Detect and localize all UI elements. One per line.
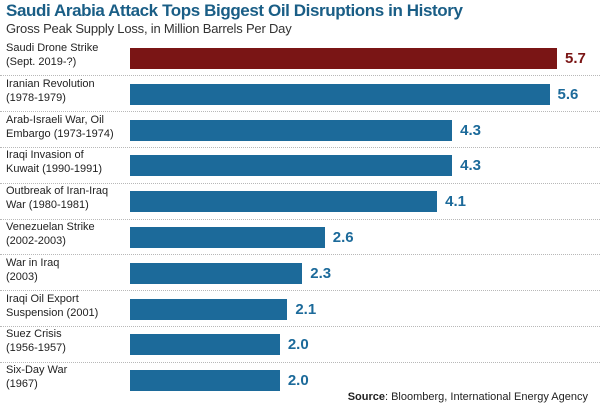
source-label: Source	[347, 391, 385, 403]
chart-title: Saudi Arabia Attack Tops Biggest Oil Dis…	[6, 1, 463, 20]
category-label: Arab-Israeli War, Oil Embargo (1973-1974)	[6, 113, 128, 141]
category-label-line: (1978-1979)	[6, 91, 66, 104]
category-label-line: (2002-2003)	[6, 235, 66, 247]
value-label: 5.7	[565, 50, 586, 67]
category-label: Venezuelan Strike (2002-2003)	[6, 220, 128, 248]
row-divider	[0, 146, 600, 148]
value-label: 2.6	[332, 229, 354, 246]
row-divider	[0, 182, 600, 184]
category-label: War in Iraq (2003)	[6, 256, 128, 284]
category-label-line: Embargo (1973-1974)	[6, 127, 114, 140]
value-label: 4.3	[460, 121, 481, 139]
row-divider	[0, 361, 600, 363]
value-label: 5.6	[557, 85, 579, 103]
value-label: 2.3	[310, 264, 332, 282]
category-label-line: Suspension (2001)	[6, 306, 99, 319]
category-label-line: Suez Crisis	[6, 328, 62, 341]
value-label: 4.3	[460, 157, 481, 175]
source-note: Source: Bloomberg, International Energy …	[348, 391, 588, 403]
row-divider	[0, 75, 600, 77]
bar-row: Venezuelan Strike (2002-2003) 2.6	[0, 219, 600, 255]
chart-subtitle: Gross Peak Supply Loss, in Million Barre…	[6, 21, 292, 36]
category-label: Outbreak of Iran-Iraq War (1980-1981)	[6, 184, 128, 212]
category-label-line: Iraqi Invasion of	[6, 149, 84, 162]
category-label-line: Iranian Revolution	[6, 77, 95, 90]
category-label-line: (Sept. 2019-?)	[6, 56, 77, 68]
category-label-line: (1967)	[6, 378, 38, 391]
row-divider	[0, 325, 600, 327]
bar-row: Saudi Drone Strike (Sept. 2019-?) 5.7	[0, 40, 600, 76]
bar-row: Suez Crisis (1956-1957) 2.0	[0, 326, 600, 362]
bar	[130, 298, 288, 320]
bar	[130, 119, 453, 141]
value-label: 4.1	[445, 193, 466, 211]
bar	[130, 334, 280, 356]
bar	[130, 48, 557, 69]
category-label: Saudi Drone Strike (Sept. 2019-?)	[6, 41, 128, 69]
category-label-line: Saudi Drone Strike	[6, 42, 99, 54]
bar	[130, 155, 453, 177]
source-text: : Bloomberg, International Energy Agency	[384, 391, 588, 403]
category-label: Iraqi Invasion of Kuwait (1990-1991)	[6, 148, 128, 176]
category-label-line: Kuwait (1990-1991)	[6, 163, 103, 176]
category-label-line: War in Iraq	[6, 256, 60, 269]
category-label: Suez Crisis (1956-1957)	[6, 327, 128, 355]
category-label: Iranian Revolution (1978-1979)	[6, 77, 128, 105]
row-divider	[0, 111, 600, 113]
value-label: 2.1	[295, 300, 317, 318]
category-label-line: (2003)	[6, 270, 38, 283]
category-label-line: Outbreak of Iran-Iraq	[6, 185, 109, 198]
row-divider	[0, 290, 600, 292]
category-label-line: (1956-1957)	[6, 342, 66, 355]
value-label: 2.0	[287, 336, 309, 354]
category-label-line: Six-Day War	[6, 364, 68, 377]
bar-row: Outbreak of Iran-Iraq War (1980-1981) 4.1	[0, 183, 600, 219]
bar	[130, 227, 325, 248]
bar-row: War in Iraq (2003) 2.3	[0, 255, 600, 291]
category-label-line: Arab-Israeli War, Oil	[6, 113, 105, 126]
category-label-line: Iraqi Oil Export	[6, 292, 79, 305]
bar-row: Arab-Israeli War, Oil Embargo (1973-1974)…	[0, 112, 600, 148]
row-divider	[0, 254, 600, 256]
bar	[130, 370, 280, 392]
category-label: Six-Day War (1967)	[6, 363, 128, 391]
bar	[130, 191, 438, 213]
category-label: Iraqi Oil Export Suspension (2001)	[6, 292, 128, 320]
bar-row: Six-Day War (1967) 2.0	[0, 362, 600, 398]
category-label-line: War (1980-1981)	[6, 199, 89, 212]
value-label: 2.0	[287, 372, 309, 390]
row-divider	[0, 218, 600, 220]
bar-row: Iranian Revolution (1978-1979) 5.6	[0, 76, 600, 112]
bar	[130, 83, 550, 105]
bar	[130, 262, 303, 284]
bar-row: Iraqi Oil Export Suspension (2001) 2.1	[0, 291, 600, 327]
bar-row: Iraqi Invasion of Kuwait (1990-1991) 4.3	[0, 147, 600, 183]
category-label-line: Venezuelan Strike	[6, 221, 95, 233]
